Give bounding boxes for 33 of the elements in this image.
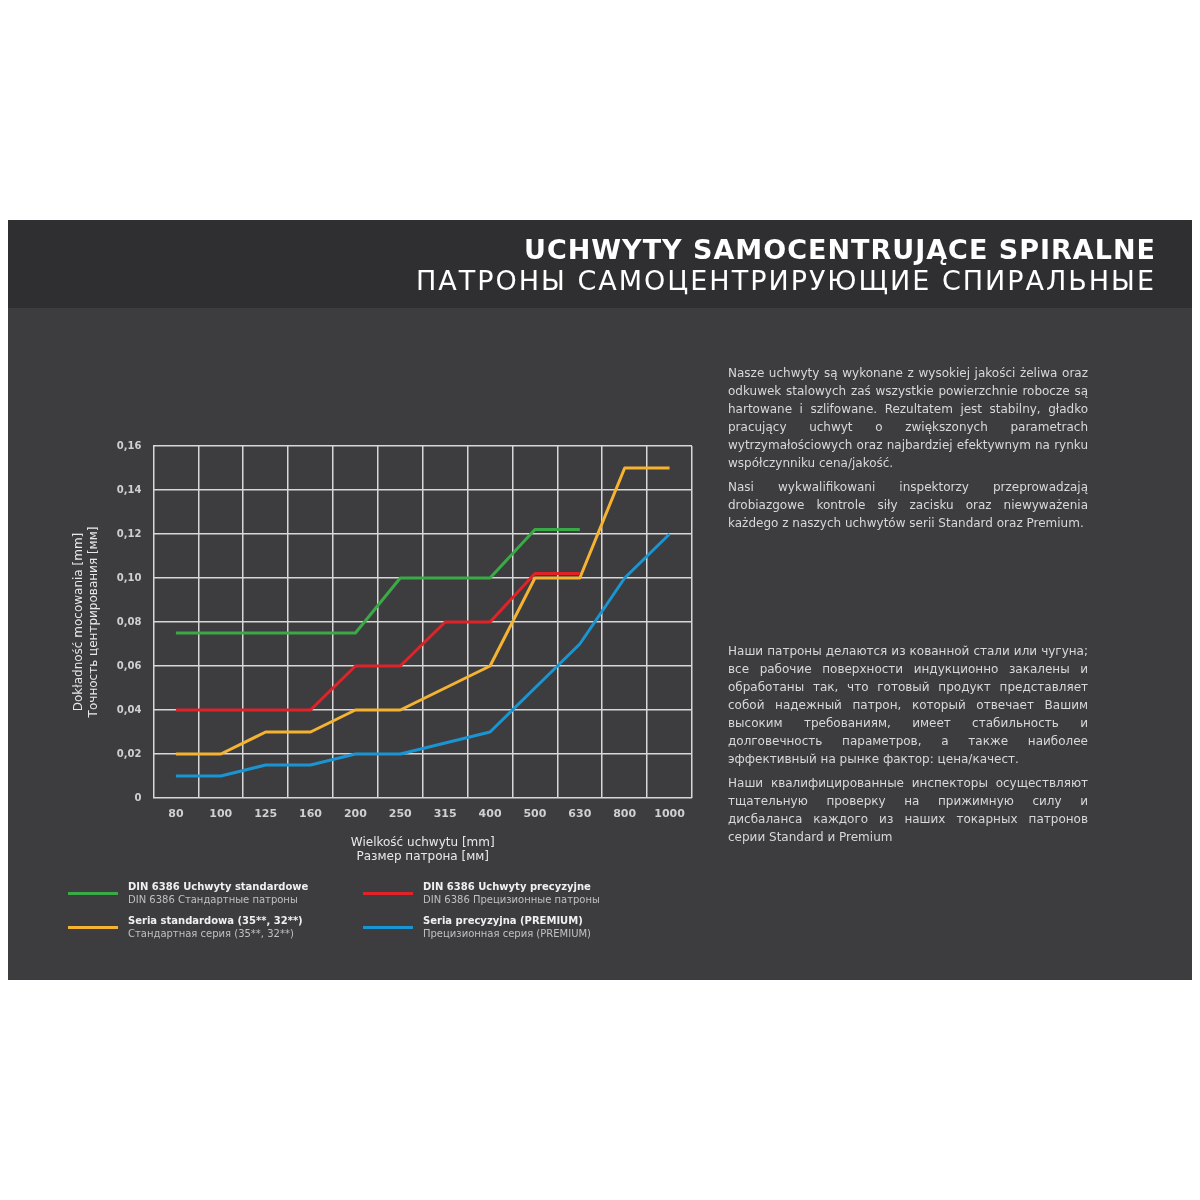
text: Nasze uchwyty są wykonane z wysokiej jakości żeliwa oraz odkuwek stalowych zaś wszystkie powierzchnie robocze są hartowane i szlifowane. Rezultatem jest stabilny, gładko pracujący uchwyt o zwiększonych parametrach wytrzymałościowych oraz najbardziej efektywnym na rynku współczynniku cena/jakość.	[728, 365, 1088, 472]
y-tick-label: 0,16	[116, 439, 142, 451]
x-tick-label: 125	[254, 807, 278, 821]
text: Наши патроны делаются из кованной стали или чугуна; все рабочие поверхности индукционно закалены и обработаны так, что готовый продукт представляет собой надежный патрон, который отвечает Вашим высоким требованиям, имеет стабильность и долговечность параметров, а также наиболее эффективный на рынке фактор: цена/качест.	[728, 643, 1088, 768]
x-tick-label: 250	[388, 807, 413, 821]
legend-label: DIN 6386 Uchwyty standardowe DIN 6386 Стандартные патроны	[128, 880, 309, 906]
x-tick-label: 1000	[654, 807, 686, 821]
y-tick-label: 0,14	[116, 483, 142, 495]
y-tick-label: 0,04	[116, 703, 142, 715]
y-tick-label: 0,12	[116, 527, 142, 539]
y-tick-label: 0,06	[116, 659, 142, 671]
x-tick-label: 160	[299, 807, 323, 821]
x-tick-label: 315	[433, 807, 457, 821]
y-axis-title: Dokładność mocowania [mm] Точность центрирования [мм]	[71, 526, 100, 719]
y-tick-label: 0,02	[116, 747, 142, 759]
x-tick-label: 630	[568, 807, 592, 821]
x-axis-title: Wielkość uchwytu [mm] Размер патрона [мм]	[350, 834, 495, 863]
x-tick-label: 500	[523, 807, 547, 821]
x-tick-label: 80	[168, 807, 184, 821]
x-tick-label: 400	[478, 807, 502, 821]
y-tick-label: 0,08	[116, 615, 142, 627]
x-tick-label: 200	[343, 807, 368, 821]
y-tick-label: 0	[134, 791, 142, 803]
x-tick-label: 100	[209, 807, 233, 821]
legend-label: Seria standardowa (35**, 32**) Стандартная серия (35**, 32**)	[128, 914, 303, 940]
text: ПАТРОНЫ САМОЦЕНТРИРУЮЩИЕ СПИРАЛЬНЫЕ	[414, 265, 1156, 296]
y-tick-label: 0,10	[116, 571, 142, 583]
legend-label: Seria precyzyjna (PREMIUM) Прецизионная серия (PREMIUM)	[423, 914, 591, 940]
legend-label: DIN 6386 Uchwyty precyzyjne DIN 6386 Прецизионные патроны	[423, 880, 600, 906]
text: Nasi wykwalifikowani inspektorzy przeprowadzają drobiazgowe kontrole siły zacisku oraz niewyważenia każdego z naszych uchwytów serii Standard oraz Premium.	[728, 479, 1088, 532]
text: Наши квалифицированные инспекторы осуществляют тщательную проверку на прижимную силу и дисбаланса каждого из наших токарных патронов серии Standard и Premium	[728, 775, 1088, 846]
x-tick-label: 800	[613, 807, 637, 821]
text: UCHWYTY SAMOCENTRUJĄCE SPIRALNE	[523, 234, 1156, 265]
